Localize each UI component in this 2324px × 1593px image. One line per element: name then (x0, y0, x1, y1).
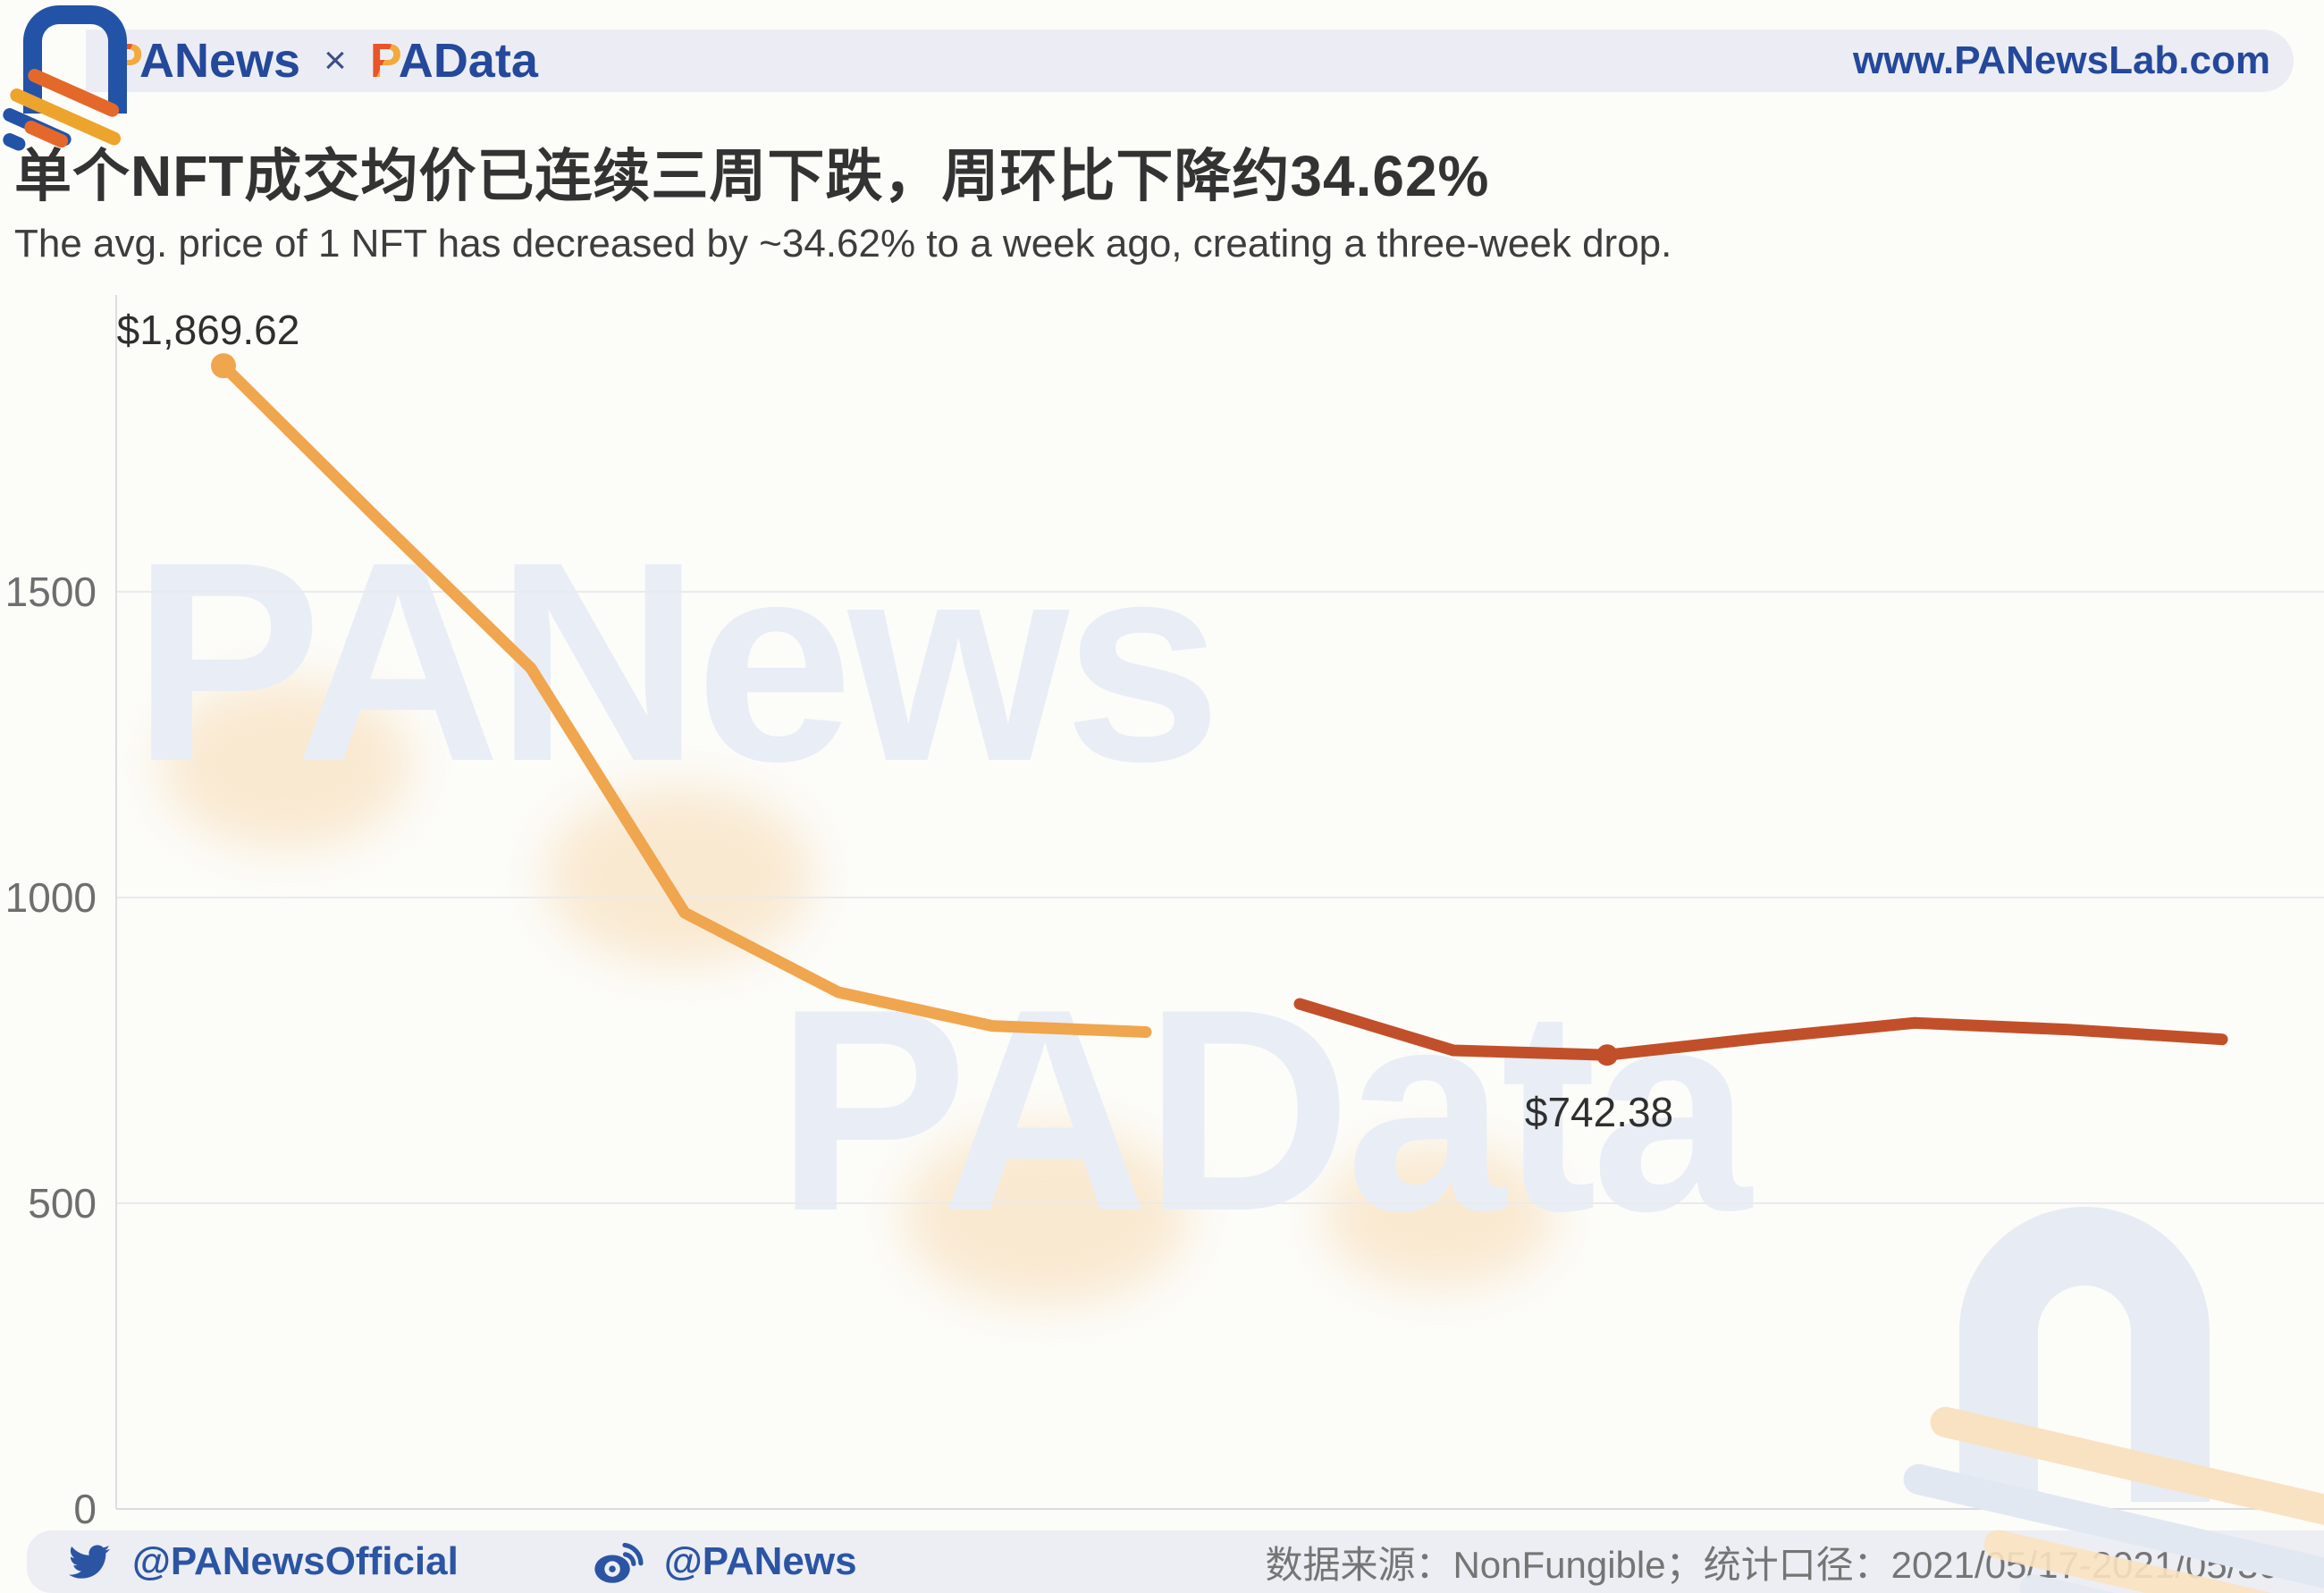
series-line-2 (1293, 998, 2228, 1061)
header-strip (86, 30, 2294, 92)
data-point-label: $742.38 (1525, 1089, 1673, 1135)
weibo-handle[interactable]: @PANews (663, 1539, 857, 1583)
logo-stripe (0, 131, 28, 153)
panews-logo-icon (0, 0, 156, 156)
page-title: 单个NFT成交均价已连续三周下跌，周环比下降约34.62% (14, 144, 1490, 208)
brand-panews: PANews (111, 34, 301, 88)
page-subtitle: The avg. price of 1 NFT has decreased by… (14, 222, 1672, 266)
data-source-text: 数据来源：NonFungible；统计口径：2021/05/17-2021/05… (1265, 1543, 2279, 1586)
footer-bar: @PANewsOfficial @PANews 数据来源：NonFungible… (27, 1530, 2324, 1593)
y-tick-label: 500 (28, 1180, 97, 1226)
logo-arch-shape (23, 5, 127, 114)
panews-watermark: PANews (132, 503, 1222, 821)
series-line-1 (217, 359, 1152, 1038)
y-tick-label: 1500 (5, 569, 97, 615)
data-point-label: $1,869.62 (117, 307, 300, 353)
watermark-accent-blob (545, 787, 813, 965)
watermark-accent-blob (161, 679, 411, 849)
watermark-accent-blob (1323, 1144, 1555, 1287)
twitter-handle[interactable]: @PANewsOfficial (132, 1539, 459, 1583)
footer-social: @PANewsOfficial @PANews (66, 1538, 857, 1585)
brand-separator: × (324, 38, 347, 82)
weibo-icon (593, 1538, 644, 1585)
data-point-marker (1596, 1044, 1618, 1066)
watermark-accent-blob (903, 1126, 1189, 1305)
brand-lockup: PANews × PAData (111, 30, 538, 92)
data-point-marker (211, 353, 236, 379)
brand-padata: PAData (369, 34, 538, 88)
y-tick-label: 1000 (5, 874, 97, 921)
website-url[interactable]: www.PANewsLab.com (1853, 38, 2270, 82)
twitter-icon (66, 1541, 113, 1582)
y-tick-label: 0 (73, 1486, 97, 1532)
